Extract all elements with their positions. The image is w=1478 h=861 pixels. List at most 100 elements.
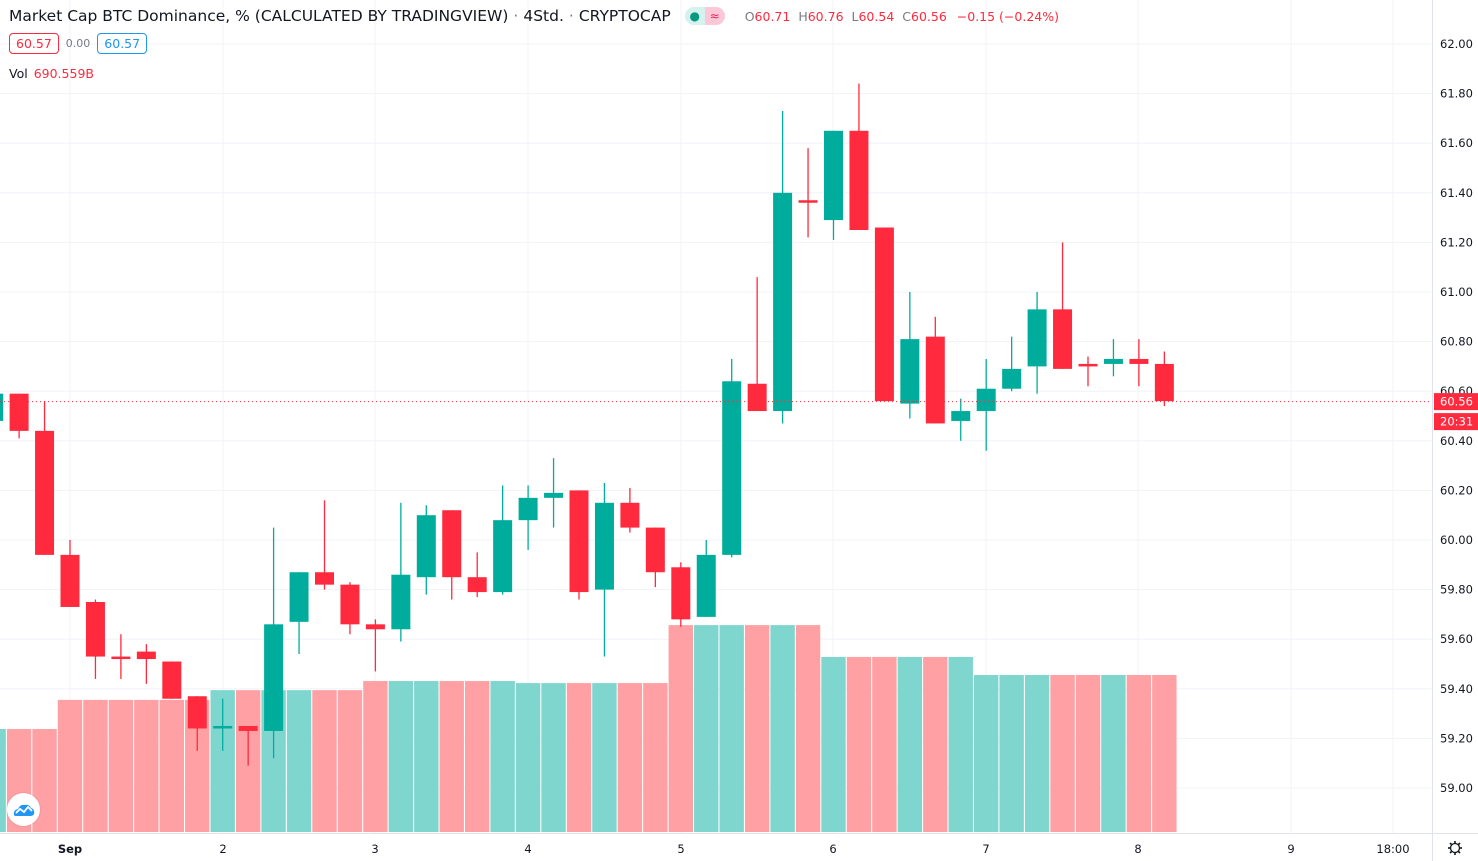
candle[interactable] [136,644,156,684]
candle[interactable] [264,527,284,759]
candle[interactable] [569,490,589,600]
candle[interactable] [824,130,843,240]
candle[interactable] [315,500,334,590]
price-tick-label: 61.80 [1440,87,1473,101]
candle[interactable] [925,316,945,424]
time-axis-bg[interactable] [0,833,1432,861]
candle[interactable] [365,619,385,672]
time-tick-label: 2 [219,842,226,856]
time-tick-label: 4 [524,842,531,856]
price-tick-label: 59.80 [1440,583,1473,597]
candle[interactable] [391,502,411,642]
candle[interactable] [544,458,564,528]
candle[interactable] [60,540,80,607]
candle[interactable] [187,696,207,751]
candle[interactable] [1053,242,1073,369]
candle-body [773,192,793,412]
volume-bar [414,681,439,832]
tradingview-logo-icon[interactable] [7,793,40,826]
candle[interactable] [1078,356,1098,387]
candle[interactable] [1154,351,1174,407]
volume-bar [515,683,541,832]
candle[interactable] [594,482,614,657]
candle-body [60,554,80,607]
candle[interactable] [1129,339,1149,387]
candles [0,83,1174,766]
candle[interactable] [747,277,767,412]
price-tick-label: 61.20 [1440,235,1473,249]
candle[interactable] [1002,336,1022,392]
volume-bar [337,690,363,832]
candle[interactable] [35,401,55,555]
volume-label: Vol [9,66,28,81]
market-open-dot-icon: ● [684,7,705,25]
candle[interactable] [442,510,462,600]
candle[interactable] [493,485,513,595]
volume-bar [617,683,643,832]
status-pill[interactable]: ● ≈ [684,7,725,25]
candle-body [518,497,538,521]
price-tick-label: 61.00 [1440,285,1473,299]
candle[interactable] [1103,339,1123,377]
high-label: H [798,8,808,24]
candle[interactable] [620,487,640,533]
candle-body [645,527,665,573]
candle[interactable] [773,110,793,424]
price-tick-label: 60.20 [1440,483,1473,497]
candle-body [900,339,920,404]
candle-body [594,502,614,590]
candle[interactable] [696,540,716,617]
settings-gear-icon[interactable] [1448,841,1462,855]
interval-label[interactable]: 4Std. [523,7,564,25]
candle[interactable] [289,572,309,655]
volume-bar [719,625,744,832]
candle[interactable] [518,485,538,550]
candle-body [874,227,894,402]
volume-bar [439,681,464,832]
volume-legend[interactable]: Vol 690.559B [9,66,94,81]
volume-bar [490,681,515,832]
exchange-label[interactable]: CRYPTOCAP [578,7,671,25]
candle[interactable] [416,505,436,595]
candle[interactable] [671,562,691,627]
candle-body [9,393,29,431]
candle[interactable] [111,634,131,679]
candle[interactable] [798,148,818,238]
time-tick-label: 9 [1287,842,1294,856]
candle[interactable] [849,83,869,230]
candle[interactable] [0,391,4,426]
open-label: O [744,8,755,24]
candle[interactable] [874,227,894,402]
candle[interactable] [900,292,920,419]
close-value: 60.56 [911,8,947,24]
volume-bar [159,699,184,832]
candle-body [976,388,996,412]
candle[interactable] [1027,292,1047,394]
candle[interactable] [238,726,258,766]
buy-button[interactable]: 60.57 [97,33,148,54]
candle[interactable] [645,527,665,588]
candle-body [1154,363,1174,402]
candle[interactable] [85,599,105,679]
price-tick-label: 59.20 [1440,731,1473,745]
candle[interactable] [213,698,233,751]
symbol-title[interactable]: Market Cap BTC Dominance, % (CALCULATED … [9,7,509,25]
price-tick-label: 61.60 [1440,136,1473,150]
candle[interactable] [976,358,996,451]
price-tick-label: 60.00 [1440,533,1473,547]
volume-bar [0,729,6,832]
volume-bar [286,690,312,832]
last-price-label: 60.56 20:31 [1434,393,1478,431]
candle[interactable] [722,358,742,558]
volume-bar [694,625,719,832]
candle[interactable] [951,398,971,441]
candle[interactable] [162,661,182,699]
candle[interactable] [467,552,487,598]
candle[interactable] [340,582,360,635]
price-tick-label: 59.60 [1440,632,1473,646]
price-axis-bg[interactable] [1432,0,1478,861]
candle-body [0,393,4,421]
candle[interactable] [9,393,29,439]
sell-button[interactable]: 60.57 [9,33,59,54]
